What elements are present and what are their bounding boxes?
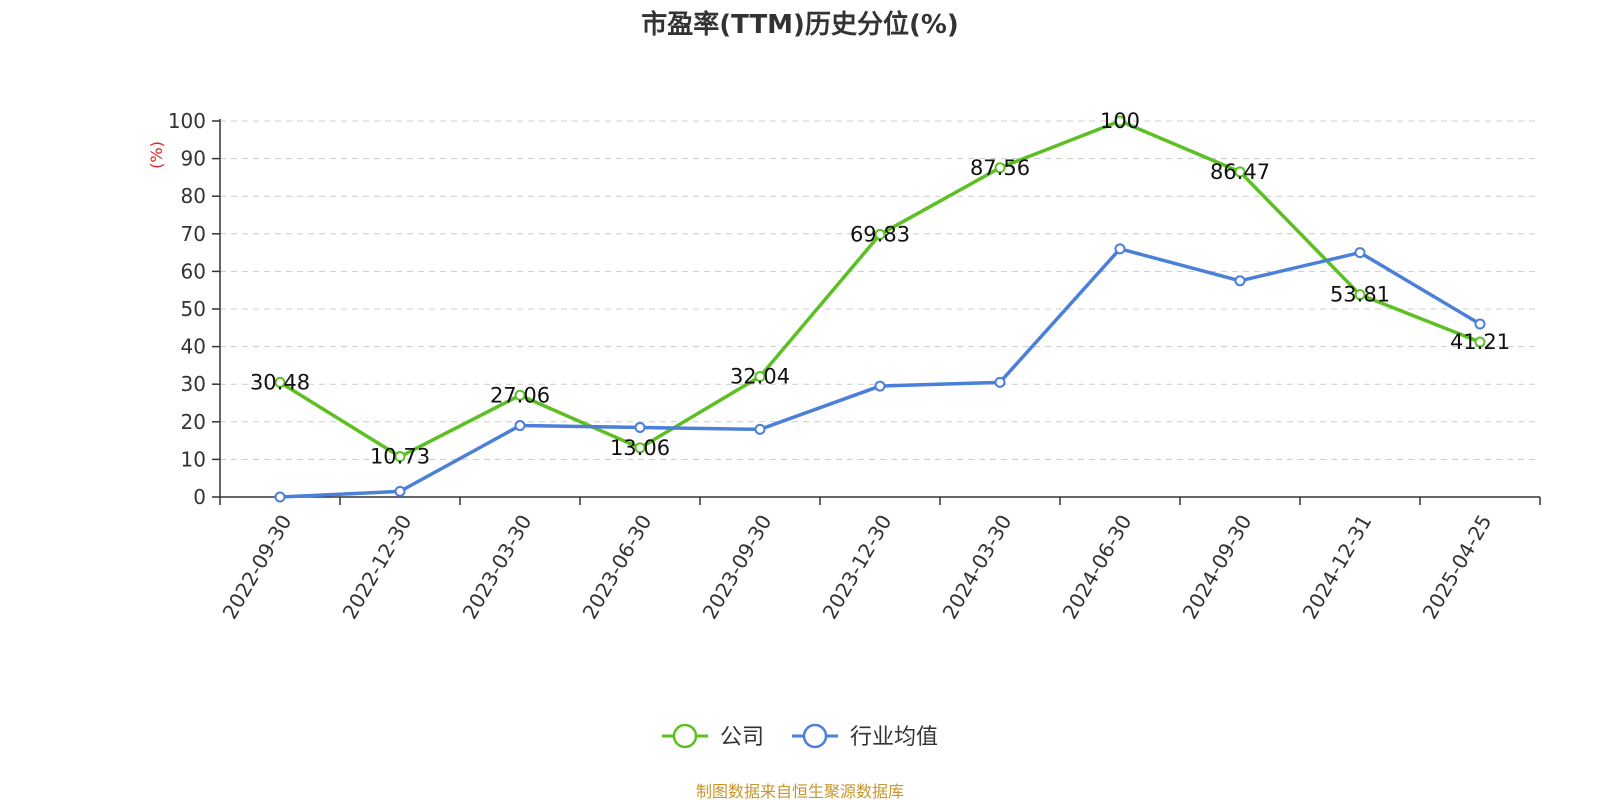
data-label-2024-03-30: 87.56 (970, 156, 1030, 180)
data-label-2024-09-30: 86.47 (1210, 160, 1270, 184)
x-tick-label-2022-09-30: 2022-09-30 (218, 511, 297, 624)
y-tick-label-70: 70 (181, 222, 206, 246)
y-axis-label: (%) (147, 141, 166, 169)
series-0-point-2023-06-30 (634, 442, 646, 454)
chart-title: 市盈率(TTM)历史分位(%) (641, 9, 959, 40)
series-1-point-2023-09-30 (754, 423, 766, 435)
series-group (274, 115, 1486, 503)
source-note: 制图数据来自恒生聚源数据库 (696, 782, 904, 800)
series-0-point-2022-09-30 (274, 376, 286, 388)
y-tick-label-90: 90 (181, 147, 206, 171)
series-0-point-2023-09-30 (754, 371, 766, 383)
x-tick-label-2024-06-30: 2024-06-30 (1058, 511, 1137, 624)
axes (219, 119, 1541, 505)
series-1-point-2022-12-30 (394, 485, 406, 497)
series-1-point-2024-06-30 (1114, 243, 1126, 255)
y-tick-labels: 0 10 20 30 40 50 60 70 80 90 100 (168, 109, 206, 509)
legend-marker-0 (672, 723, 698, 749)
series-0-point-2024-12-31 (1354, 289, 1366, 301)
series-1-point-2024-03-30 (994, 376, 1006, 388)
series-1-point-2023-03-30 (514, 420, 526, 432)
x-tick-label-2024-09-30: 2024-09-30 (1178, 511, 1257, 624)
data-label-2023-12-30: 69.83 (850, 222, 910, 246)
y-tick-label-60: 60 (181, 259, 206, 283)
x-tick-label-2023-06-30: 2023-06-30 (578, 511, 657, 624)
series-0-point-2025-04-25 (1474, 336, 1486, 348)
y-tick-label-50: 50 (181, 297, 206, 321)
data-label-2022-12-30: 10.73 (370, 445, 430, 469)
series-1-point-2023-06-30 (634, 421, 646, 433)
data-label-2023-09-30: 32.04 (730, 365, 790, 389)
y-tick-label-40: 40 (181, 335, 206, 359)
data-labels: 30.48 10.73 27.06 13.06 32.04 69.83 87.56 100 86… (250, 109, 1510, 469)
series-0-point-2022-12-30 (394, 451, 406, 463)
series-1-point-2022-09-30 (274, 491, 286, 503)
y-tick-label-10: 10 (181, 447, 206, 471)
x-tick-label-2023-09-30: 2023-09-30 (698, 511, 777, 624)
series-1-point-2025-04-25 (1474, 318, 1486, 330)
series-1-point-2024-12-31 (1354, 247, 1366, 259)
data-label-2023-03-30: 27.06 (490, 383, 550, 407)
x-tick-label-2022-12-30: 2022-12-30 (338, 511, 417, 624)
y-tick-label-80: 80 (181, 184, 206, 208)
x-tick-label-2024-03-30: 2024-03-30 (938, 511, 1017, 624)
legend-label-1: 行业均值 (850, 725, 938, 750)
grid-lines (212, 120, 1540, 498)
series-0-point-2024-03-30 (994, 162, 1006, 174)
legend: 公司 行业均值 (662, 723, 938, 750)
y-tick-label-100: 100 (168, 109, 206, 133)
series-1-point-2024-09-30 (1234, 275, 1246, 287)
data-label-2024-12-31: 53.81 (1330, 283, 1390, 307)
x-tick-label-2024-12-31: 2024-12-31 (1298, 511, 1377, 624)
series-1-point-2023-12-30 (874, 380, 886, 392)
data-label-2022-09-30: 30.48 (250, 370, 310, 394)
series-0-point-2024-06-30 (1114, 115, 1126, 127)
x-tick-labels: 2022-09-30 2022-12-30 2023-03-30 2023-06-30… (218, 511, 1497, 624)
series-0-point-2024-09-30 (1234, 166, 1246, 178)
y-tick-label-30: 30 (181, 372, 206, 396)
data-label-2024-06-30: 100 (1100, 109, 1140, 133)
series-0-point-2023-03-30 (514, 389, 526, 401)
y-tick-label-0: 0 (193, 485, 206, 509)
data-label-2025-04-25: 41.21 (1450, 330, 1510, 354)
series-line-0 (279, 119, 1481, 459)
legend-label-0: 公司 (720, 725, 764, 750)
legend-marker-1 (802, 723, 828, 749)
y-tick-label-20: 20 (181, 410, 206, 434)
data-label-2023-06-30: 13.06 (610, 436, 670, 460)
x-tick-label-2023-12-30: 2023-12-30 (818, 511, 897, 624)
x-tick-label-2023-03-30: 2023-03-30 (458, 511, 537, 624)
x-tick-label-2025-04-25: 2025-04-25 (1418, 511, 1497, 624)
series-0-point-2023-12-30 (874, 228, 886, 240)
